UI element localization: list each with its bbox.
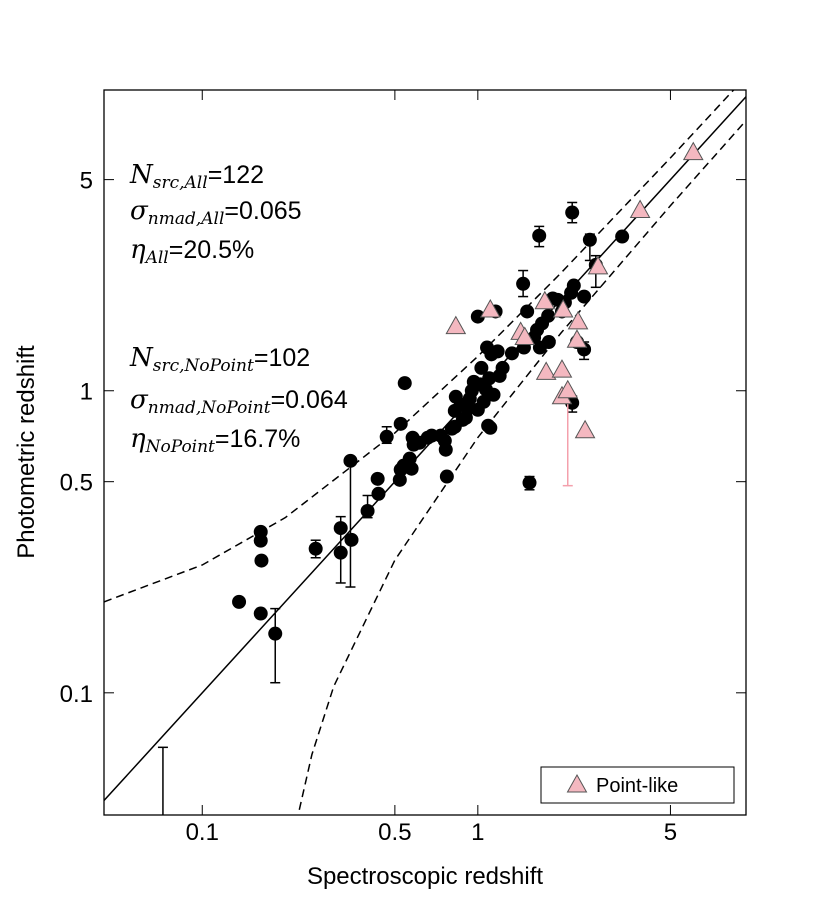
point [483,420,498,435]
axes-frame [103,89,747,816]
point [587,255,609,275]
x-tick-label: 1 [471,819,484,846]
point [566,329,588,348]
annotation-symbol: σ [130,385,149,415]
point [567,310,589,330]
point [522,475,537,490]
point [370,471,385,486]
point [582,232,597,247]
annotation: ηNoPoint=16.7% [130,424,300,457]
point [445,315,467,335]
annotation-subscript: src,NoPoint [153,356,254,376]
annotation-text: =20.5% [169,236,255,264]
point [490,344,505,359]
point [541,308,556,323]
annotation-subscript: nmad,All [148,209,225,229]
point [495,360,510,375]
point [253,606,268,621]
y-tick-label: 5 [80,168,93,195]
point [397,376,412,391]
x-axis-label: Spectroscopic redshift [307,863,543,890]
annotation-symbol: η [130,235,146,265]
y-tick-label: 0.1 [60,681,93,708]
x-tick-label: 5 [664,819,677,846]
annotation-subscript: nmad,NoPoint [148,398,271,418]
point [629,199,651,219]
annotation-symbol: σ [130,196,149,226]
legend-label: Point-like [596,775,678,797]
point [232,594,247,609]
annotation-text: =16.7% [215,425,301,453]
dashed-line [298,120,746,810]
point [552,299,574,318]
point [534,290,556,310]
point [474,360,489,375]
annotation: Nsrc,NoPoint=102 [129,343,310,376]
point [479,299,501,318]
point [254,553,269,568]
point [253,533,268,548]
point [516,276,531,291]
point [462,391,477,406]
annotation: Nsrc,All=122 [129,160,264,193]
annotation-subscript: All [144,248,169,268]
dashed-line [104,90,735,603]
point [392,472,407,487]
point [308,541,323,556]
plot-area [104,90,746,838]
point [360,503,375,518]
point [470,309,485,324]
annotation-subscript: NoPoint [145,437,215,457]
y-tick-label: 1 [80,379,93,406]
point [557,379,579,399]
point [577,289,592,304]
point [344,532,359,547]
point [156,824,170,838]
point [333,521,348,536]
annotation-text: =122 [208,161,264,189]
point [682,141,704,161]
point [541,335,556,350]
point [514,326,536,346]
annotation: ηAll=20.5% [130,235,254,268]
point [404,461,419,476]
point [343,453,358,468]
point [535,361,557,380]
point [268,626,283,641]
point [482,371,497,386]
annotation-text: =0.064 [271,386,348,414]
point [532,228,547,243]
point [615,229,630,244]
point [486,387,501,402]
annotation-text: =102 [254,344,310,372]
legend-marker [566,773,588,793]
point [551,359,573,378]
point [437,433,452,448]
point [565,205,580,220]
y-tick-label: 0.5 [60,470,93,497]
x-tick-label: 0.1 [186,819,219,846]
annotation-symbol: N [129,343,154,373]
point [371,486,386,501]
annotation: σnmad,NoPoint=0.064 [130,385,348,418]
x-tick-label: 0.5 [378,819,411,846]
point [566,278,581,293]
annotation-symbol: η [130,424,146,454]
annotation-text: =0.065 [224,197,301,225]
annotation-subscript: src,All [153,173,208,193]
point [439,469,454,484]
point [520,304,535,319]
point [379,429,394,444]
point [333,545,348,560]
annotation-symbol: N [129,160,154,190]
point [393,416,408,431]
point [574,419,596,439]
y-axis-label: Photometric redshift [13,345,40,559]
point [476,394,491,409]
annotation: σnmad,All=0.065 [130,196,302,229]
point [504,346,519,361]
